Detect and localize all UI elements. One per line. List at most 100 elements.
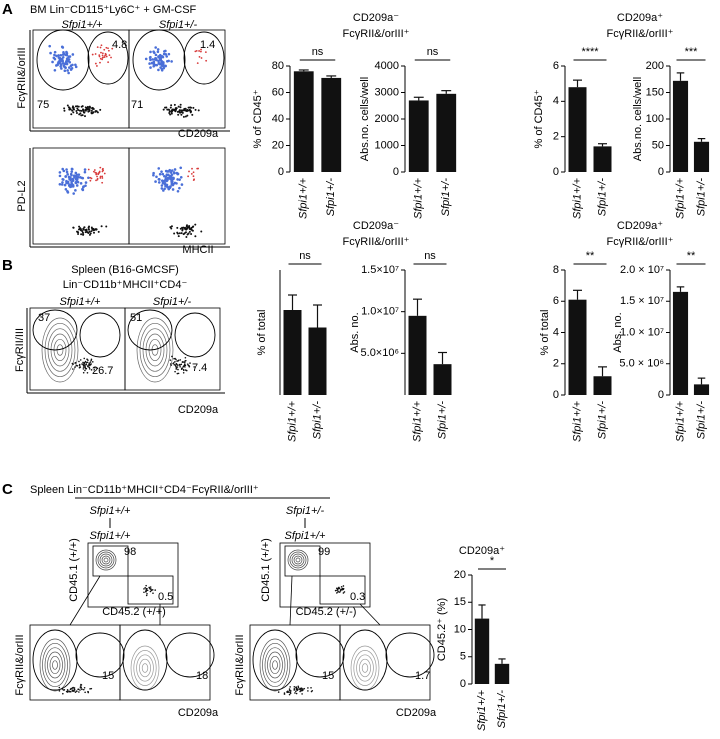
- event-dot: [161, 180, 165, 183]
- event-dot: [84, 106, 87, 109]
- panel-header: Spleen (B16-GMCSF): [71, 264, 179, 276]
- event-dot: [188, 230, 191, 233]
- event-dot: [336, 592, 338, 594]
- event-dot: [148, 587, 151, 589]
- event-dot: [92, 170, 95, 173]
- event-dot: [179, 359, 182, 361]
- y-tick-label: 8: [553, 264, 559, 276]
- gate: [174, 312, 216, 358]
- event-dot: [338, 586, 340, 589]
- event-dot: [93, 169, 96, 171]
- axis-label: CD209a: [178, 404, 219, 416]
- bar: [408, 100, 429, 172]
- event-dot: [191, 167, 193, 170]
- gate: [295, 632, 345, 678]
- plot-frame: [279, 542, 371, 608]
- event-dot: [150, 61, 154, 65]
- bar: [672, 80, 689, 172]
- event-dot: [67, 691, 69, 693]
- event-dot: [79, 689, 81, 691]
- event-dot: [178, 109, 181, 112]
- event-dot: [187, 106, 190, 109]
- event-dot: [85, 362, 88, 364]
- event-dot: [152, 171, 155, 175]
- plot-frame: [339, 624, 431, 701]
- y-tick-label: 0: [460, 678, 466, 690]
- x-tick-label: Sfpi1+/-: [436, 401, 448, 440]
- event-dot: [90, 230, 93, 233]
- group-title: FcγRII&/orIII⁺: [607, 236, 674, 248]
- group-title: CD209a⁺: [617, 12, 663, 24]
- event-dot: [82, 111, 85, 114]
- y-tick-label: 80: [272, 60, 284, 72]
- y-tick-label: 2.0 × 10⁷: [620, 264, 664, 276]
- event-dot: [184, 226, 187, 229]
- contour: [99, 553, 113, 567]
- event-dot: [169, 359, 172, 361]
- event-dot: [186, 363, 189, 365]
- y-axis-label: CD45.2⁺ (%): [436, 598, 448, 661]
- event-dot: [157, 167, 161, 170]
- y-tick-label: 150: [646, 86, 664, 98]
- event-dot: [101, 54, 104, 57]
- event-dot: [293, 688, 296, 690]
- event-dot: [78, 364, 81, 367]
- event-dot: [82, 366, 85, 368]
- contour: [52, 660, 58, 670]
- event-dot: [65, 50, 68, 54]
- recipient-genotype: Sfpi1+/+: [285, 530, 327, 542]
- event-dot: [76, 107, 79, 110]
- event-dot: [103, 172, 106, 175]
- event-dot: [99, 177, 102, 179]
- x-tick-label: Sfpi1+/+: [674, 177, 686, 219]
- axis-label: CD209a: [178, 707, 219, 719]
- y-tick-label: 2: [553, 358, 559, 370]
- event-dot: [59, 59, 62, 63]
- event-dot: [95, 179, 97, 182]
- event-dot: [101, 56, 104, 59]
- contour: [49, 655, 61, 675]
- event-dot: [66, 189, 69, 193]
- contour: [267, 651, 283, 679]
- event-dot: [164, 64, 167, 68]
- event-dot: [149, 50, 152, 54]
- event-dot: [63, 183, 67, 187]
- significance-label: ns: [427, 46, 439, 58]
- event-dot: [335, 587, 338, 590]
- event-dot: [169, 363, 172, 365]
- event-dot: [343, 591, 346, 593]
- axis-label: PD-L2: [16, 180, 28, 211]
- event-dot: [294, 692, 296, 694]
- event-dot: [310, 686, 312, 689]
- event-dot: [87, 364, 90, 366]
- event-dot: [155, 63, 159, 67]
- event-dot: [59, 65, 62, 68]
- event-dot: [170, 104, 173, 107]
- x-tick-label: Sfpi1+/+: [571, 400, 583, 442]
- axis-label: CD45.2 (+/+): [102, 606, 166, 618]
- bar: [693, 384, 710, 395]
- event-dot: [99, 166, 102, 169]
- event-dot: [63, 62, 66, 66]
- event-dot: [78, 109, 81, 112]
- y-tick-label: 5.0 × 10⁶: [619, 358, 664, 370]
- event-dot: [146, 589, 149, 592]
- event-dot: [196, 62, 199, 64]
- event-dot: [288, 693, 291, 696]
- event-dot: [74, 63, 77, 67]
- event-dot: [176, 360, 178, 362]
- event-dot: [169, 113, 172, 116]
- y-tick-label: 6: [553, 295, 559, 307]
- bar: [408, 315, 427, 395]
- event-dot: [169, 106, 172, 109]
- event-dot: [81, 688, 83, 691]
- panel-header: Lin⁻CD11b⁺MHCII⁺CD4⁻: [63, 279, 188, 291]
- event-dot: [178, 232, 181, 235]
- event-dot: [53, 53, 56, 57]
- event-dot: [189, 362, 191, 364]
- event-dot: [157, 62, 161, 65]
- event-dot: [170, 60, 173, 63]
- event-dot: [95, 173, 98, 176]
- event-dot: [192, 106, 195, 109]
- event-dot: [94, 62, 97, 65]
